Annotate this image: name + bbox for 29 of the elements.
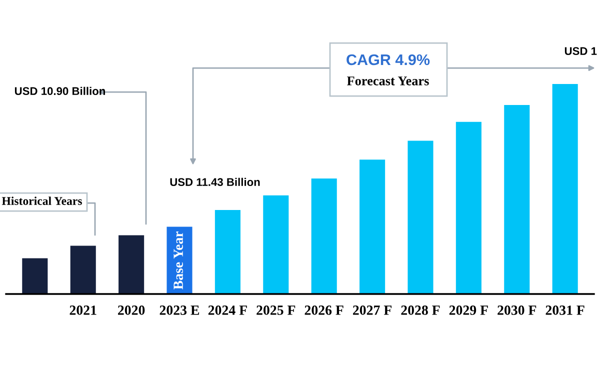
annotation: Forecast Years	[347, 76, 429, 86]
bar	[22, 258, 48, 294]
x-tick-label: 2027 F	[353, 306, 392, 315]
x-tick-label: 2021	[70, 306, 96, 315]
annotation: Base Year	[174, 231, 183, 290]
bar	[214, 210, 240, 294]
bar	[504, 105, 530, 294]
x-tick-label: 2030 F	[498, 306, 536, 315]
x-tick-label: 2026 F	[304, 306, 344, 315]
annotation: USD 10.90 Billion	[14, 86, 106, 96]
bar	[360, 160, 386, 294]
x-tick-label: 2020	[118, 306, 145, 315]
x-tick-label: 2025 F	[256, 306, 296, 315]
x-tick-label: 2031 F	[546, 306, 584, 315]
bar	[456, 122, 482, 294]
bar	[118, 235, 144, 294]
bar	[408, 140, 434, 294]
bar	[552, 84, 578, 294]
text: CAGR 4.9%	[346, 54, 430, 66]
bar	[311, 178, 337, 294]
x-tick-label: 2028 F	[401, 306, 440, 315]
annotation: Historical Years	[2, 196, 82, 205]
text: USD 1	[564, 47, 597, 56]
bar	[70, 246, 96, 294]
annotation: USD 11.43 Billion	[170, 178, 260, 186]
bar	[263, 195, 289, 294]
x-tick-label: 2029 F	[449, 306, 488, 315]
x-tick-label: 2024 F	[208, 306, 247, 315]
x-tick-label: 2023 E	[160, 306, 200, 315]
